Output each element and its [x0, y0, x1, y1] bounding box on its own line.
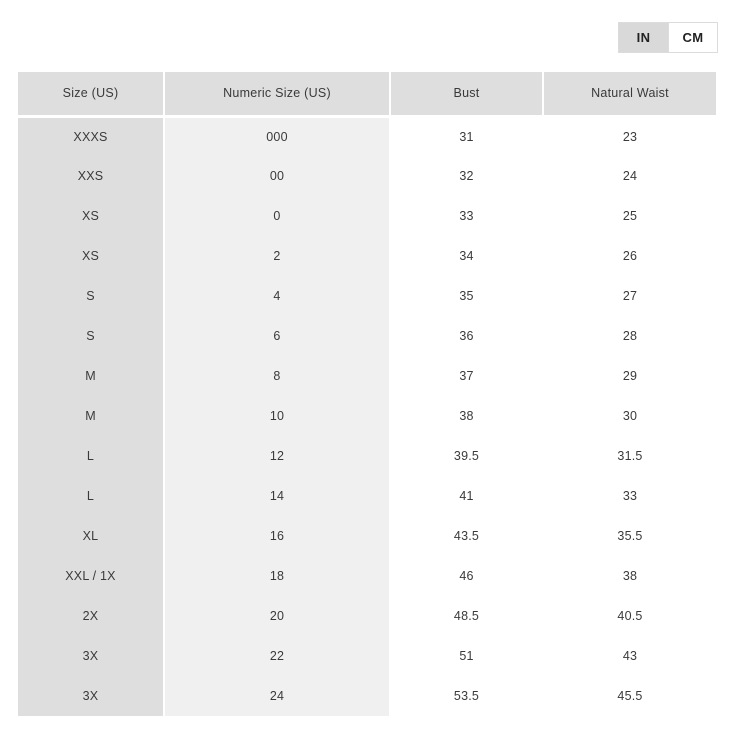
column-header-waist: Natural Waist [543, 72, 716, 118]
table-row: S 4 35 27 [18, 276, 716, 316]
size-chart-table: Size (US) Numeric Size (US) Bust Natural… [18, 72, 716, 716]
cell-numeric-size: 16 [164, 516, 391, 556]
cell-numeric-size: 24 [164, 676, 391, 716]
table-row: M 10 38 30 [18, 396, 716, 436]
table-row: XS 0 33 25 [18, 196, 716, 236]
table-row: 3X 22 51 43 [18, 636, 716, 676]
cell-natural-waist: 28 [543, 316, 716, 356]
table-row: XXS 00 32 24 [18, 156, 716, 196]
cell-bust: 48.5 [390, 596, 544, 636]
cell-numeric-size: 18 [164, 556, 391, 596]
table-header-row: Size (US) Numeric Size (US) Bust Natural… [18, 72, 716, 118]
cell-numeric-size: 2 [164, 236, 391, 276]
unit-toggle-option-in[interactable]: IN [619, 23, 668, 52]
cell-size: XS [18, 236, 165, 276]
cell-size: XXL / 1X [18, 556, 165, 596]
cell-bust: 43.5 [390, 516, 544, 556]
cell-numeric-size: 0 [164, 196, 391, 236]
cell-size: XL [18, 516, 165, 556]
cell-natural-waist: 45.5 [543, 676, 716, 716]
cell-numeric-size: 6 [164, 316, 391, 356]
cell-natural-waist: 35.5 [543, 516, 716, 556]
cell-natural-waist: 38 [543, 556, 716, 596]
cell-bust: 36 [390, 316, 544, 356]
cell-bust: 31 [390, 116, 544, 156]
cell-size: XS [18, 196, 165, 236]
cell-numeric-size: 000 [164, 116, 391, 156]
table-row: XS 2 34 26 [18, 236, 716, 276]
cell-natural-waist: 24 [543, 156, 716, 196]
cell-numeric-size: 22 [164, 636, 391, 676]
cell-size: 3X [18, 636, 165, 676]
cell-size: M [18, 356, 165, 396]
cell-numeric-size: 20 [164, 596, 391, 636]
cell-numeric-size: 8 [164, 356, 391, 396]
table-row: XXXS 000 31 23 [18, 116, 716, 156]
cell-bust: 39.5 [390, 436, 544, 476]
cell-natural-waist: 40.5 [543, 596, 716, 636]
cell-numeric-size: 14 [164, 476, 391, 516]
column-header-bust: Bust [390, 72, 544, 118]
cell-size: S [18, 276, 165, 316]
cell-bust: 33 [390, 196, 544, 236]
cell-size: M [18, 396, 165, 436]
cell-bust: 51 [390, 636, 544, 676]
cell-bust: 37 [390, 356, 544, 396]
table-row: 3X 24 53.5 45.5 [18, 676, 716, 716]
table-row: XL 16 43.5 35.5 [18, 516, 716, 556]
cell-natural-waist: 33 [543, 476, 716, 516]
cell-size: XXXS [18, 116, 165, 156]
table-row: XXL / 1X 18 46 38 [18, 556, 716, 596]
table-row: S 6 36 28 [18, 316, 716, 356]
cell-natural-waist: 26 [543, 236, 716, 276]
cell-size: 3X [18, 676, 165, 716]
cell-numeric-size: 4 [164, 276, 391, 316]
table-row: L 12 39.5 31.5 [18, 436, 716, 476]
table-row: M 8 37 29 [18, 356, 716, 396]
cell-natural-waist: 27 [543, 276, 716, 316]
cell-bust: 41 [390, 476, 544, 516]
cell-bust: 35 [390, 276, 544, 316]
column-header-numeric: Numeric Size (US) [164, 72, 391, 118]
table-header: Size (US) Numeric Size (US) Bust Natural… [18, 72, 716, 118]
cell-numeric-size: 12 [164, 436, 391, 476]
cell-bust: 38 [390, 396, 544, 436]
cell-size: S [18, 316, 165, 356]
unit-toggle[interactable]: IN CM [618, 22, 718, 53]
cell-natural-waist: 31.5 [543, 436, 716, 476]
cell-size: XXS [18, 156, 165, 196]
cell-natural-waist: 29 [543, 356, 716, 396]
table-row: L 14 41 33 [18, 476, 716, 516]
cell-numeric-size: 00 [164, 156, 391, 196]
cell-natural-waist: 43 [543, 636, 716, 676]
cell-natural-waist: 23 [543, 116, 716, 156]
cell-size: 2X [18, 596, 165, 636]
cell-natural-waist: 30 [543, 396, 716, 436]
cell-numeric-size: 10 [164, 396, 391, 436]
cell-bust: 34 [390, 236, 544, 276]
table-body: XXXS 000 31 23 XXS 00 32 24 XS 0 33 25 XS 2 34 26 S 4 35 27… [18, 116, 716, 716]
cell-size: L [18, 436, 165, 476]
cell-bust: 32 [390, 156, 544, 196]
table-row: 2X 20 48.5 40.5 [18, 596, 716, 636]
cell-bust: 46 [390, 556, 544, 596]
cell-bust: 53.5 [390, 676, 544, 716]
cell-natural-waist: 25 [543, 196, 716, 236]
column-header-size: Size (US) [18, 72, 165, 118]
unit-toggle-option-cm[interactable]: CM [668, 23, 717, 52]
cell-size: L [18, 476, 165, 516]
